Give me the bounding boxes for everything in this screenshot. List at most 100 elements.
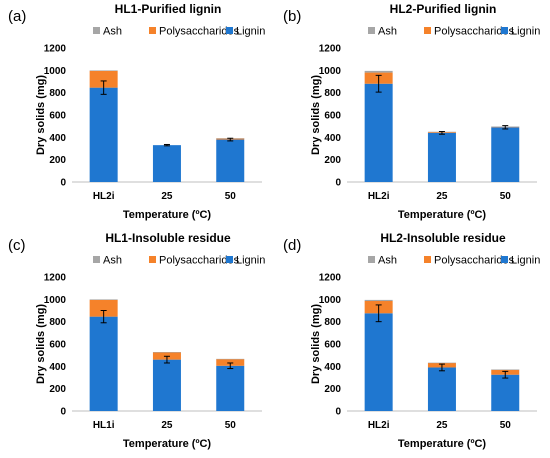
y-axis-label: Dry solids (mg) bbox=[35, 75, 47, 155]
legend-swatch-ash bbox=[93, 27, 100, 34]
bar-ash bbox=[364, 299, 393, 302]
legend-label-polysaccharides: Polysaccharides bbox=[159, 255, 240, 267]
y-tick-label: 1200 bbox=[44, 273, 67, 284]
legend-label-ash: Ash bbox=[103, 255, 122, 267]
y-tick-label: 200 bbox=[49, 384, 66, 395]
x-tick-label: 50 bbox=[500, 191, 512, 202]
y-axis-label: Dry solids (mg) bbox=[35, 304, 47, 384]
y-tick-label: 200 bbox=[49, 155, 66, 166]
y-tick-label: 1200 bbox=[44, 44, 67, 55]
bar-ash bbox=[216, 358, 245, 360]
legend-label-lignin: Lignin bbox=[236, 255, 265, 267]
y-tick-label: 800 bbox=[324, 317, 341, 328]
y-axis-label: Dry solids (mg) bbox=[310, 304, 322, 384]
y-tick-label: 1000 bbox=[44, 295, 67, 306]
bar-ash bbox=[427, 362, 456, 364]
panel-label: (b) bbox=[283, 8, 301, 25]
x-tick-label: HL2i bbox=[93, 191, 115, 202]
chart-panel-d: (d) HL2-Insoluble residue Ash Polysaccharid… bbox=[275, 229, 550, 458]
x-axis-label: Temperature (ºC) bbox=[123, 209, 211, 221]
legend-swatch-polysaccharides bbox=[424, 27, 431, 34]
bar-lignin bbox=[427, 132, 456, 182]
y-tick-label: 600 bbox=[324, 111, 341, 122]
x-tick-label: 25 bbox=[161, 191, 173, 202]
y-tick-label: 0 bbox=[60, 407, 66, 418]
y-tick-label: 800 bbox=[49, 317, 66, 328]
legend-swatch-polysaccharides bbox=[149, 27, 156, 34]
bar-lignin bbox=[364, 83, 393, 182]
legend-label-ash: Ash bbox=[103, 26, 122, 38]
bar-lignin bbox=[364, 313, 393, 411]
chart-title: HL2-Purified lignin bbox=[390, 2, 497, 16]
stacked-bar-chart: (d) HL2-Insoluble residue Ash Polysaccharid… bbox=[283, 231, 540, 450]
bar-polysaccharides bbox=[216, 359, 245, 366]
x-tick-label: 50 bbox=[225, 420, 237, 431]
bar-lignin bbox=[216, 365, 245, 411]
y-tick-label: 400 bbox=[324, 133, 341, 144]
legend-swatch-ash bbox=[368, 27, 375, 34]
x-tick-label: 25 bbox=[436, 420, 448, 431]
legend-label-polysaccharides: Polysaccharides bbox=[434, 255, 515, 267]
chart-title: HL1-Purified lignin bbox=[115, 2, 222, 16]
panel-label: (d) bbox=[283, 237, 301, 254]
bar-polysaccharides bbox=[89, 70, 118, 88]
x-axis-label: Temperature (ºC) bbox=[398, 438, 486, 450]
bar-lignin bbox=[152, 145, 181, 182]
y-axis-label: Dry solids (mg) bbox=[310, 75, 322, 155]
x-tick-label: 50 bbox=[500, 420, 512, 431]
y-tick-label: 400 bbox=[49, 133, 66, 144]
y-tick-label: 0 bbox=[335, 178, 341, 189]
legend-swatch-lignin bbox=[226, 27, 233, 34]
bar-lignin bbox=[427, 367, 456, 411]
x-tick-label: 50 bbox=[225, 191, 237, 202]
bar-ash bbox=[89, 70, 118, 71]
x-tick-label: 25 bbox=[161, 420, 173, 431]
y-tick-label: 800 bbox=[49, 88, 66, 99]
bar-lignin bbox=[491, 374, 520, 411]
stacked-bar-chart: (b) HL2-Purified lignin Ash Polysaccharides… bbox=[283, 2, 540, 221]
chart-panel-a: (a) HL1-Purified lignin Ash Polysaccharides… bbox=[0, 0, 275, 229]
y-tick-label: 1200 bbox=[319, 44, 342, 55]
y-tick-label: 0 bbox=[60, 178, 66, 189]
y-tick-label: 0 bbox=[335, 407, 341, 418]
x-tick-label: 25 bbox=[436, 191, 448, 202]
legend-swatch-polysaccharides bbox=[149, 256, 156, 263]
x-axis-label: Temperature (ºC) bbox=[398, 209, 486, 221]
chart-panel-b: (b) HL2-Purified lignin Ash Polysaccharides… bbox=[275, 0, 550, 229]
legend-swatch-polysaccharides bbox=[424, 256, 431, 263]
bar-ash bbox=[89, 299, 118, 300]
bar-lignin bbox=[89, 87, 118, 182]
legend-swatch-lignin bbox=[501, 256, 508, 263]
legend-swatch-ash bbox=[93, 256, 100, 263]
y-tick-label: 1000 bbox=[319, 66, 342, 77]
x-axis-label: Temperature (ºC) bbox=[123, 438, 211, 450]
legend-label-lignin: Lignin bbox=[236, 26, 265, 38]
panel-label: (a) bbox=[8, 8, 26, 25]
legend-label-lignin: Lignin bbox=[511, 255, 540, 267]
stacked-bar-chart: (c) HL1-Insoluble residue Ash Polysaccharid… bbox=[8, 231, 265, 450]
legend-swatch-ash bbox=[368, 256, 375, 263]
y-tick-label: 400 bbox=[324, 362, 341, 373]
y-tick-label: 1200 bbox=[319, 273, 342, 284]
y-tick-label: 600 bbox=[49, 111, 66, 122]
legend-label-polysaccharides: Polysaccharides bbox=[434, 26, 515, 38]
y-tick-label: 1000 bbox=[319, 295, 342, 306]
panel-label: (c) bbox=[8, 237, 26, 254]
chart-title: HL1-Insoluble residue bbox=[105, 231, 231, 245]
x-tick-label: HL2i bbox=[368, 420, 390, 431]
y-tick-label: 400 bbox=[49, 362, 66, 373]
y-tick-label: 600 bbox=[49, 340, 66, 351]
legend-swatch-lignin bbox=[226, 256, 233, 263]
y-tick-label: 1000 bbox=[44, 66, 67, 77]
stacked-bar-chart: (a) HL1-Purified lignin Ash Polysaccharides… bbox=[8, 2, 265, 221]
bar-lignin bbox=[152, 359, 181, 411]
bar-polysaccharides bbox=[89, 299, 118, 317]
y-tick-label: 600 bbox=[324, 340, 341, 351]
legend-label-lignin: Lignin bbox=[511, 26, 540, 38]
bar-ash bbox=[364, 70, 393, 73]
y-tick-label: 800 bbox=[324, 88, 341, 99]
bar-lignin bbox=[216, 139, 245, 182]
